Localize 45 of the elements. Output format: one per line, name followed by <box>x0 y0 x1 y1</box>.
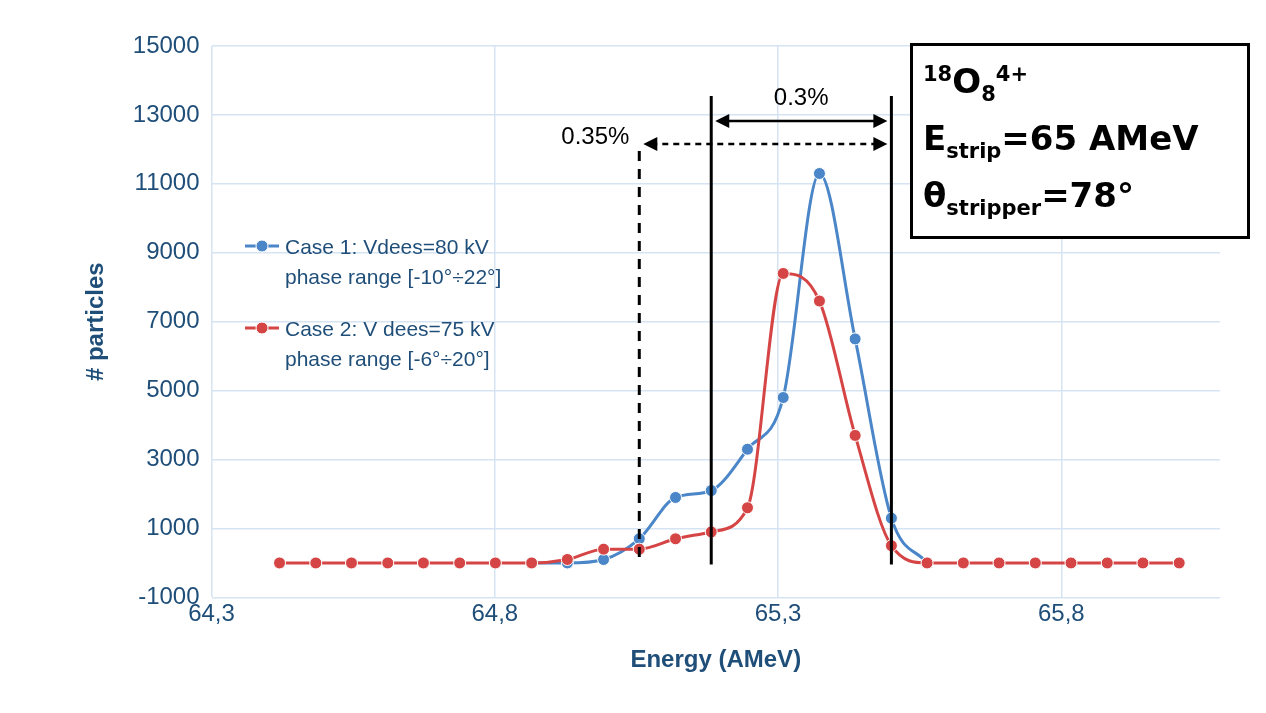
legend-label: Case 2: V dees=75 kV phase range [-6°÷20°] <box>285 316 496 372</box>
y-tick-label: 7000 <box>146 306 200 334</box>
point <box>741 442 754 456</box>
point <box>812 167 826 181</box>
point <box>669 490 683 504</box>
y-tick-label: 15000 <box>132 30 200 58</box>
point <box>1028 556 1042 570</box>
point <box>1136 556 1150 570</box>
y-tick-label: 3000 <box>146 444 200 472</box>
point <box>560 552 574 566</box>
point <box>992 556 1006 570</box>
annotation: E$_{strip}$=65 AMeV <box>923 117 1200 165</box>
point <box>416 556 430 570</box>
annotation: 0.3% <box>773 83 829 111</box>
y-tick-label: 5000 <box>146 375 200 403</box>
point <box>597 542 611 556</box>
x-tick-label: 65,8 <box>1038 599 1085 627</box>
point <box>309 556 323 570</box>
annotation: 0.35% <box>561 122 630 150</box>
point <box>344 556 358 570</box>
y-axis-title: # particles <box>81 262 109 382</box>
y-tick-label: 9000 <box>146 237 200 265</box>
point <box>848 332 862 346</box>
annotation: θ$_{stripper}$=78° <box>923 173 1135 222</box>
point <box>1064 556 1078 570</box>
point <box>956 556 970 570</box>
point <box>1100 556 1114 570</box>
point <box>381 556 395 570</box>
point <box>776 391 790 405</box>
point <box>453 556 467 570</box>
legend-label: Case 1: Vdees=80 kV phase range [-10°÷22°] <box>285 234 503 290</box>
point <box>848 428 862 442</box>
point <box>812 294 826 308</box>
y-tick-label: 11000 <box>134 168 200 196</box>
x-tick-label: 65,3 <box>754 599 802 627</box>
y-tick-label: 13000 <box>132 99 200 127</box>
point <box>776 266 790 280</box>
point <box>488 556 502 570</box>
y-tick-label: 1000 <box>146 513 200 541</box>
point <box>669 532 683 546</box>
x-axis-title: Energy (AMeV) <box>630 645 802 673</box>
point <box>273 556 287 570</box>
point <box>1172 556 1186 570</box>
point <box>741 501 754 515</box>
x-tick-label: 64,8 <box>471 599 519 627</box>
